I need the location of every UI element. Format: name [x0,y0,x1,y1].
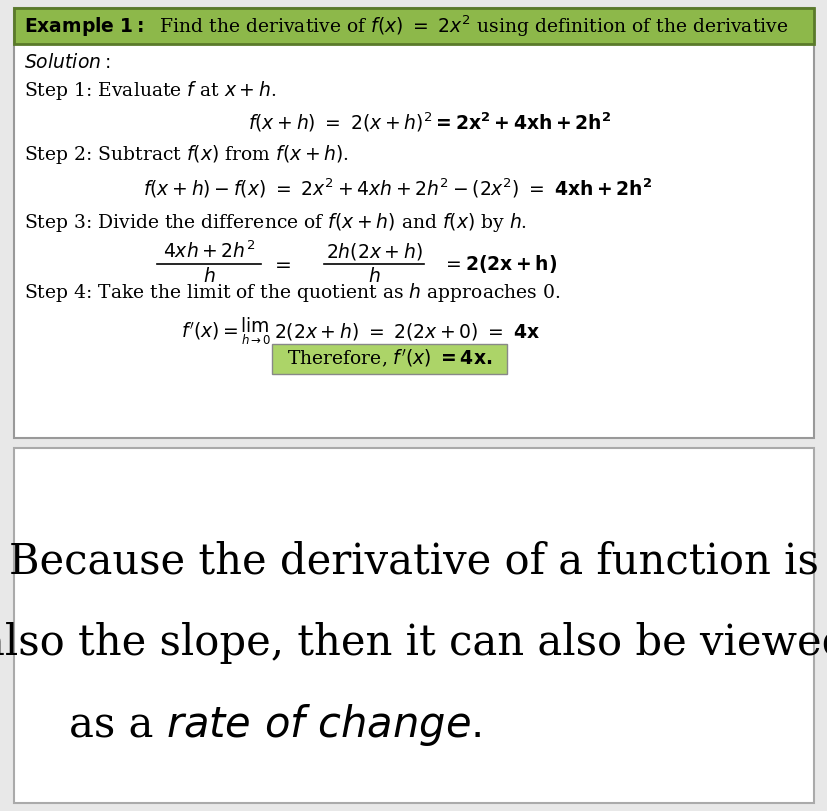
Text: $h$: $h$ [203,268,215,286]
Text: Step 4: Take the limit of the quotient as $h$ approaches 0.: Step 4: Take the limit of the quotient a… [24,281,560,304]
FancyBboxPatch shape [14,8,813,44]
Text: Step 2: Subtract $f(x)$ from $f(x + h)$.: Step 2: Subtract $f(x)$ from $f(x + h)$. [24,143,348,165]
Text: Because the derivative of a function is: Because the derivative of a function is [9,540,818,582]
Text: $2(2x + h)\ =\ 2(2x + 0)\ =\ \mathbf{4x}$: $2(2x + h)\ =\ 2(2x + 0)\ =\ \mathbf{4x}… [274,320,539,341]
FancyBboxPatch shape [272,344,507,374]
Text: $h$: $h$ [367,268,380,286]
Text: Step 1: Evaluate $f$ at $x + h$.: Step 1: Evaluate $f$ at $x + h$. [24,79,276,101]
Text: $\lim$: $\lim$ [240,316,269,336]
Text: $=$: $=$ [270,255,291,273]
Text: Therefore, $\mathbf{\mathit{f'(x)}}\ \mathbf{= 4x.}$: Therefore, $\mathbf{\mathit{f'(x)}}\ \ma… [287,348,492,370]
FancyBboxPatch shape [14,8,813,438]
Text: $\mathit{rate\ of\ change.}$: $\mathit{rate\ of\ change.}$ [165,702,481,749]
Text: $f'(x) =$: $f'(x) =$ [180,320,237,342]
Text: $h{\to}0$: $h{\to}0$ [241,333,271,347]
Text: $f(x + h)\ =\ 2(x+h)^2\mathbf{= 2x^2 + 4xh + 2h^2}$: $f(x + h)\ =\ 2(x+h)^2\mathbf{= 2x^2 + 4… [248,110,611,134]
Text: $= \mathbf{2(2x + h)}$: $= \mathbf{2(2x + h)}$ [442,253,557,275]
Text: Step 3: Divide the difference of $f(x + h)$ and $f(x)$ by $h$.: Step 3: Divide the difference of $f(x + … [24,211,527,234]
Text: $\bf{Example\ 1:}$  Find the derivative of $f(x)\ =\ 2x^2$ using definition of t: $\bf{Example\ 1:}$ Find the derivative o… [24,13,787,39]
FancyBboxPatch shape [14,448,813,803]
Text: as a: as a [69,704,179,746]
Text: also the slope, then it can also be viewed: also the slope, then it can also be view… [0,622,827,664]
Text: $f(x+h) - f(x)\ =\ 2x^2 + 4xh + 2h^2 - (2x^2)\ =\ \mathbf{4xh + 2h^2}$: $f(x+h) - f(x)\ =\ 2x^2 + 4xh + 2h^2 - (… [143,176,652,200]
Text: $\mathit{Solution:}$: $\mathit{Solution:}$ [24,53,110,71]
Text: $4xh + 2h^2$: $4xh + 2h^2$ [163,240,255,262]
Text: $2h(2x + h)$: $2h(2x + h)$ [325,241,422,261]
